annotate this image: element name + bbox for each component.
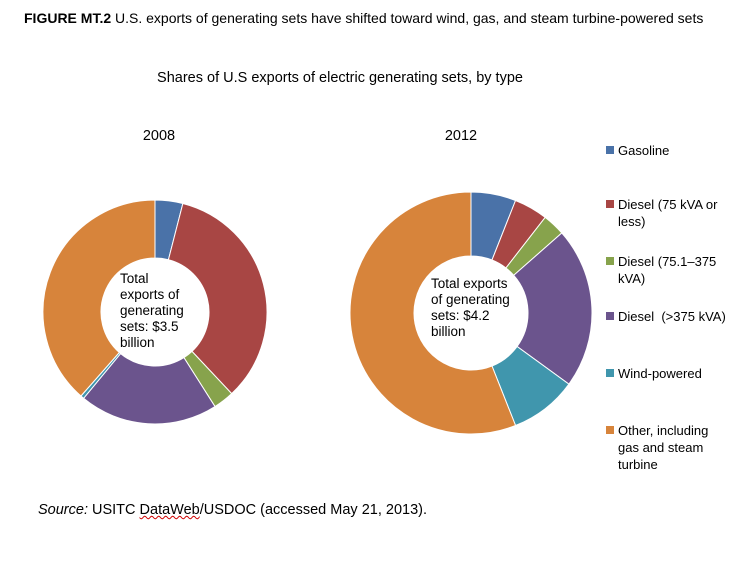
source-label: Source: (38, 502, 88, 518)
legend-label: Wind-powered (618, 366, 702, 381)
source-text-pre: USITC (87, 502, 140, 518)
legend-item-gasoline: Gasoline (606, 142, 738, 159)
legend-label: Diesel (>375 kVA) (618, 309, 726, 324)
slice-2012-diesel-large (513, 232, 593, 385)
legend-swatch (606, 257, 614, 265)
legend-label: Diesel (75.1–375 kVA) (618, 254, 717, 286)
legend-label: Diesel (75 kVA or less) (618, 197, 718, 229)
source-text-post: /USDOC (accessed May 21, 2013). (199, 502, 427, 518)
figure-title-text: U.S. exports of generating sets have shi… (111, 10, 704, 26)
legend-item-other: Other, including gas and steam turbine (606, 422, 728, 473)
legend-swatch (606, 312, 614, 320)
legend-swatch (606, 146, 614, 154)
chart-2008-title: 2008 (142, 128, 176, 144)
chart-2012-center-label: Total exports of generating sets: $4.2 b… (431, 276, 510, 339)
legend-swatch (606, 369, 614, 377)
legend-item-diesel-medium: Diesel (75.1–375 kVA) (606, 253, 728, 287)
chart-2012-title: 2012 (444, 128, 478, 144)
legend-item-diesel-large: Diesel (>375 kVA) (606, 308, 748, 325)
chart-subtitle: Shares of U.S exports of electric genera… (157, 70, 523, 86)
source-link-text: DataWeb (139, 502, 200, 518)
chart-2008-center-label: Total exports of generating sets: $3.5 b… (120, 271, 184, 350)
legend-item-wind: Wind-powered (606, 365, 738, 382)
source-note: Source: USITC DataWeb/USDOC (accessed Ma… (38, 502, 427, 518)
figure-title: FIGURE MT.2 U.S. exports of generating s… (24, 4, 744, 32)
legend-swatch (606, 200, 614, 208)
legend-item-diesel-small: Diesel (75 kVA or less) (606, 196, 728, 230)
legend-label: Other, including gas and steam turbine (618, 423, 709, 472)
slice-2008-diesel-small (167, 202, 268, 395)
figure-label: FIGURE MT.2 (24, 10, 112, 26)
slice-2012-other (349, 191, 517, 435)
legend-label: Gasoline (618, 143, 670, 158)
legend-swatch (606, 426, 614, 434)
slice-2008-other (42, 199, 156, 397)
